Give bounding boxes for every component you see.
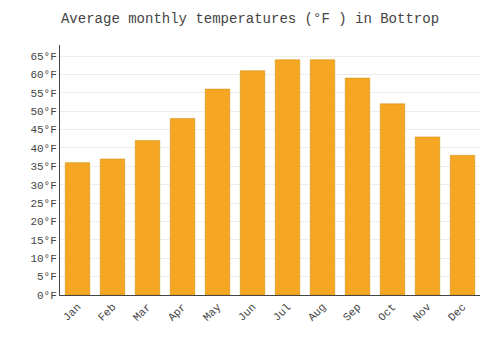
svg-text:15°F: 15°F — [30, 235, 56, 247]
svg-text:0°F: 0°F — [37, 290, 57, 302]
svg-text:Aug: Aug — [306, 301, 328, 323]
svg-text:60°F: 60°F — [30, 69, 56, 81]
svg-text:30°F: 30°F — [30, 180, 56, 192]
svg-text:Average monthly temperatures (: Average monthly temperatures (°F ) in Bo… — [61, 11, 439, 27]
svg-text:45°F: 45°F — [30, 124, 56, 136]
svg-text:Dec: Dec — [446, 301, 468, 323]
svg-text:5°F: 5°F — [37, 271, 57, 283]
svg-text:40°F: 40°F — [30, 143, 56, 155]
svg-text:25°F: 25°F — [30, 198, 56, 210]
svg-text:10°F: 10°F — [30, 253, 56, 265]
svg-text:50°F: 50°F — [30, 106, 56, 118]
svg-text:Oct: Oct — [376, 301, 398, 323]
svg-text:Mar: Mar — [131, 301, 153, 323]
svg-text:Sep: Sep — [341, 301, 363, 323]
svg-text:Feb: Feb — [96, 301, 118, 323]
svg-text:Jan: Jan — [61, 301, 83, 323]
svg-text:20°F: 20°F — [30, 216, 56, 228]
svg-text:Nov: Nov — [411, 301, 434, 324]
svg-text:Jun: Jun — [236, 301, 258, 323]
svg-text:35°F: 35°F — [30, 161, 56, 173]
svg-text:65°F: 65°F — [30, 51, 56, 63]
svg-text:55°F: 55°F — [30, 88, 56, 100]
svg-text:Apr: Apr — [166, 301, 188, 323]
svg-text:May: May — [201, 301, 224, 324]
svg-text:Jul: Jul — [271, 301, 293, 323]
